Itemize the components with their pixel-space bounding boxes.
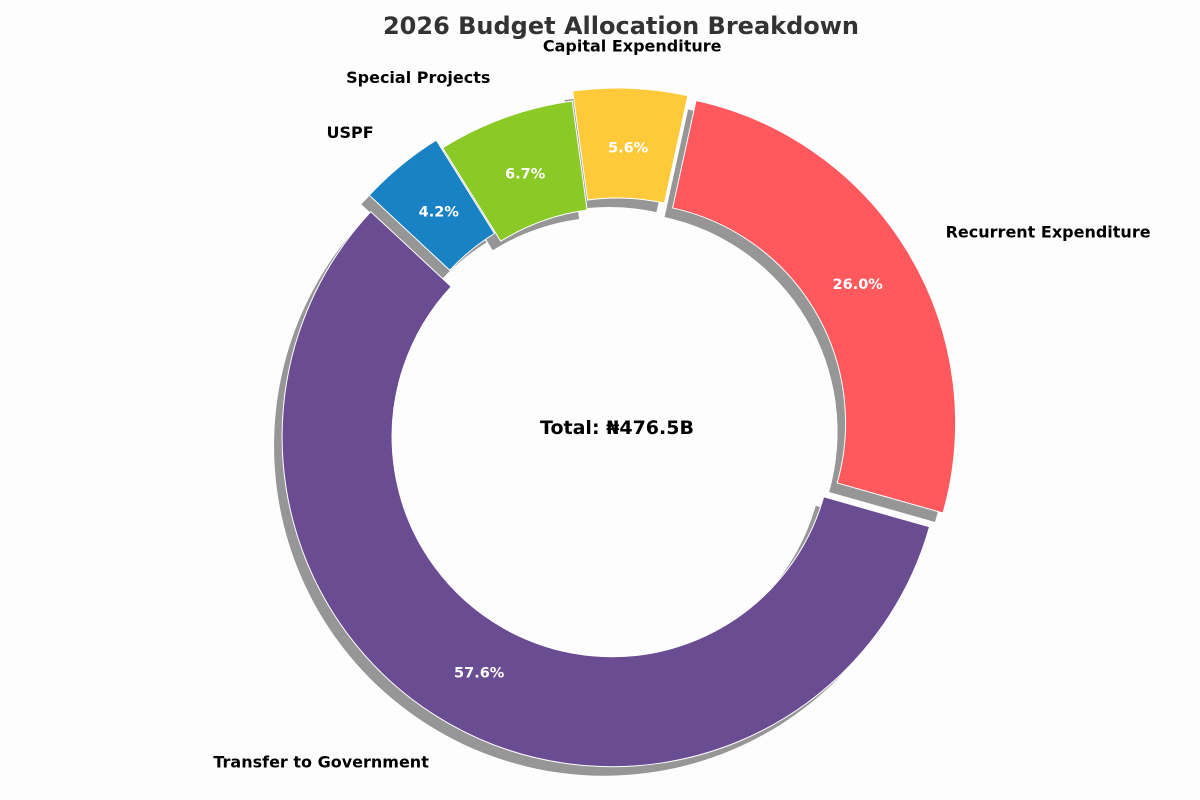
percent-label-recurrent-expenditure: 26.0% <box>833 277 884 293</box>
percent-labels: 57.6% 26.0% 5.6% 6.7% 4.2% <box>419 141 884 682</box>
slice-recurrent-expenditure <box>672 99 957 514</box>
slice-special-projects <box>441 100 588 242</box>
slice-uspf <box>368 139 496 271</box>
slice-label-uspf: USPF <box>326 123 373 142</box>
percent-label-uspf: 4.2% <box>419 204 460 220</box>
slice-capital-expenditure <box>572 87 689 204</box>
center-total-label: Total: ₦476.5B <box>540 417 694 439</box>
slice-transfer-to-government <box>281 210 931 768</box>
slice-label-recurrent-expenditure: Recurrent Expenditure <box>946 222 1151 241</box>
slice-label-special-projects: Special Projects <box>346 68 490 87</box>
percent-label-transfer-to-government: 57.6% <box>454 665 505 681</box>
chart-title: 2026 Budget Allocation Breakdown <box>383 12 859 40</box>
slice-labels: Transfer to Government Recurrent Expendit… <box>213 36 1150 771</box>
percent-label-special-projects: 6.7% <box>505 167 546 183</box>
slice-label-transfer-to-government: Transfer to Government <box>213 753 429 772</box>
slice-label-capital-expenditure: Capital Expenditure <box>543 36 722 55</box>
percent-label-capital-expenditure: 5.6% <box>608 141 649 157</box>
slices <box>281 87 957 768</box>
